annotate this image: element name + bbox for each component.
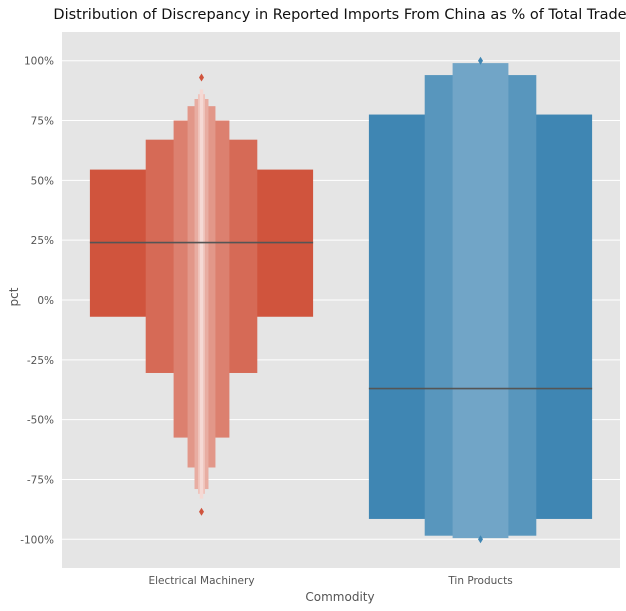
boxen-level [199,89,204,499]
y-tick-label: -100% [20,534,54,546]
y-axis-label: pct [7,287,21,306]
outlier-point [478,56,483,65]
y-tick-label: -75% [27,474,54,486]
y-tick-label: 50% [31,175,54,187]
y-tick-label: -50% [27,415,54,427]
boxen-level [452,63,509,539]
y-axis-ticks: 100% 75% 50% 25% 0% -25% -50% -75% -100% [20,56,54,547]
y-tick-label: 75% [31,116,54,128]
y-tick-label: 0% [37,295,54,307]
x-tick-label: Tin Products [447,575,512,587]
y-tick-label: 100% [24,56,54,68]
boxen-1 [368,56,593,544]
boxen-0 [89,73,314,516]
x-tick-label: Electrical Machinery [148,575,254,587]
outlier-point [199,507,204,516]
outlier-point [199,73,204,82]
x-axis-ticks: Electrical Machinery Tin Products [148,575,512,587]
y-tick-label: -25% [27,355,54,367]
chart-title: Distribution of Discrepancy in Reported … [53,7,626,23]
boxen-marks [89,56,593,544]
outlier-point [478,535,483,544]
y-tick-label: 25% [31,235,54,247]
x-axis-label: Commodity [305,590,374,604]
